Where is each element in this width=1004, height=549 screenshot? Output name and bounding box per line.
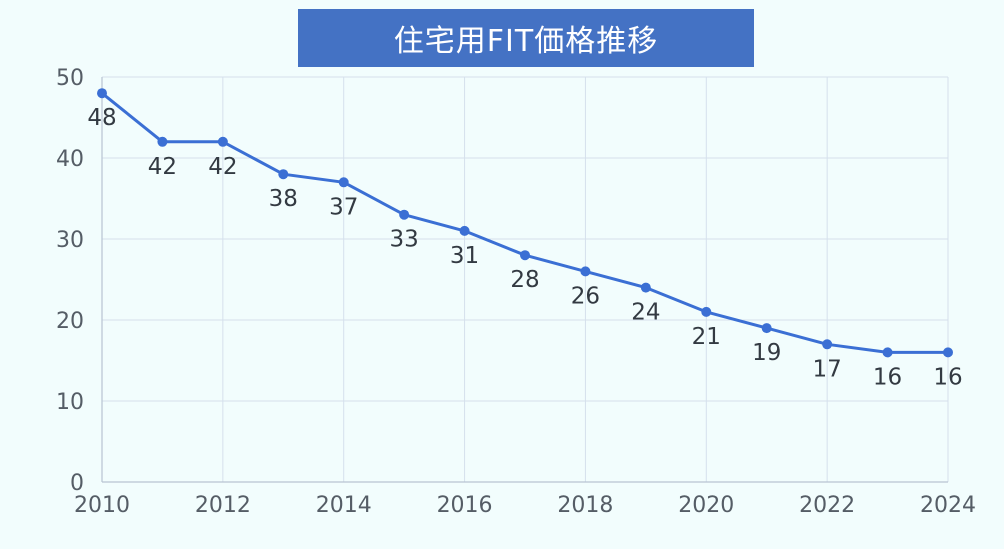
- data-point: [157, 136, 168, 147]
- data-label: 42: [208, 154, 237, 180]
- data-points: [97, 88, 953, 358]
- y-tick-label: 40: [56, 147, 84, 172]
- y-tick-labels: 0 10 20 30 40 50: [56, 66, 84, 496]
- data-point: [217, 136, 228, 147]
- data-label: 17: [813, 356, 842, 382]
- x-tick-label: 2012: [195, 493, 251, 518]
- data-point: [882, 347, 893, 358]
- axes: [101, 77, 948, 483]
- data-labels: 48 42 42 38 37 33 31 28 26 24 21 19 17 16 16: [87, 105, 962, 390]
- data-label: 24: [631, 300, 660, 326]
- data-label: 28: [510, 267, 539, 293]
- data-point: [399, 209, 410, 220]
- y-tick-label: 0: [70, 471, 84, 496]
- data-label: 21: [692, 324, 721, 350]
- series-line-path: [101, 92, 948, 354]
- data-label: 37: [329, 194, 358, 220]
- data-point: [943, 347, 953, 358]
- data-point: [822, 339, 833, 350]
- data-label: 38: [269, 186, 298, 212]
- x-tick-label: 2022: [799, 493, 855, 518]
- y-tick-label: 20: [56, 309, 84, 334]
- data-label: 42: [148, 154, 177, 180]
- data-label: 48: [87, 105, 116, 131]
- x-tick-label: 2018: [557, 493, 613, 518]
- data-label: 26: [571, 283, 600, 309]
- data-point: [520, 250, 530, 261]
- data-label: 31: [450, 243, 479, 269]
- data-point: [97, 88, 107, 99]
- x-tick-label: 2014: [316, 493, 372, 518]
- chart-title: 住宅用FIT価格推移: [393, 24, 659, 59]
- y-tick-label: 50: [56, 66, 84, 91]
- data-label: 16: [873, 364, 902, 390]
- y-tick-label: 30: [56, 228, 84, 253]
- data-point: [580, 266, 591, 277]
- x-tick-label: 2016: [437, 493, 493, 518]
- data-label: 19: [752, 340, 781, 366]
- data-point: [761, 323, 772, 334]
- data-point: [459, 225, 470, 236]
- chart-title-bar: 住宅用FIT価格推移: [298, 9, 754, 67]
- series-line: [101, 92, 948, 354]
- x-tick-label: 2020: [678, 493, 734, 518]
- data-label: 33: [390, 227, 419, 253]
- data-point: [278, 169, 289, 180]
- x-tick-label: 2024: [920, 493, 976, 518]
- data-point: [338, 177, 349, 188]
- x-tick-label: 2010: [74, 493, 130, 518]
- y-tick-label: 10: [56, 390, 84, 415]
- data-point: [701, 306, 712, 317]
- x-tick-labels: 2010 2012 2014 2016 2018 2020 2022 2024: [74, 493, 976, 518]
- data-label: 16: [933, 364, 962, 390]
- data-point: [640, 282, 651, 293]
